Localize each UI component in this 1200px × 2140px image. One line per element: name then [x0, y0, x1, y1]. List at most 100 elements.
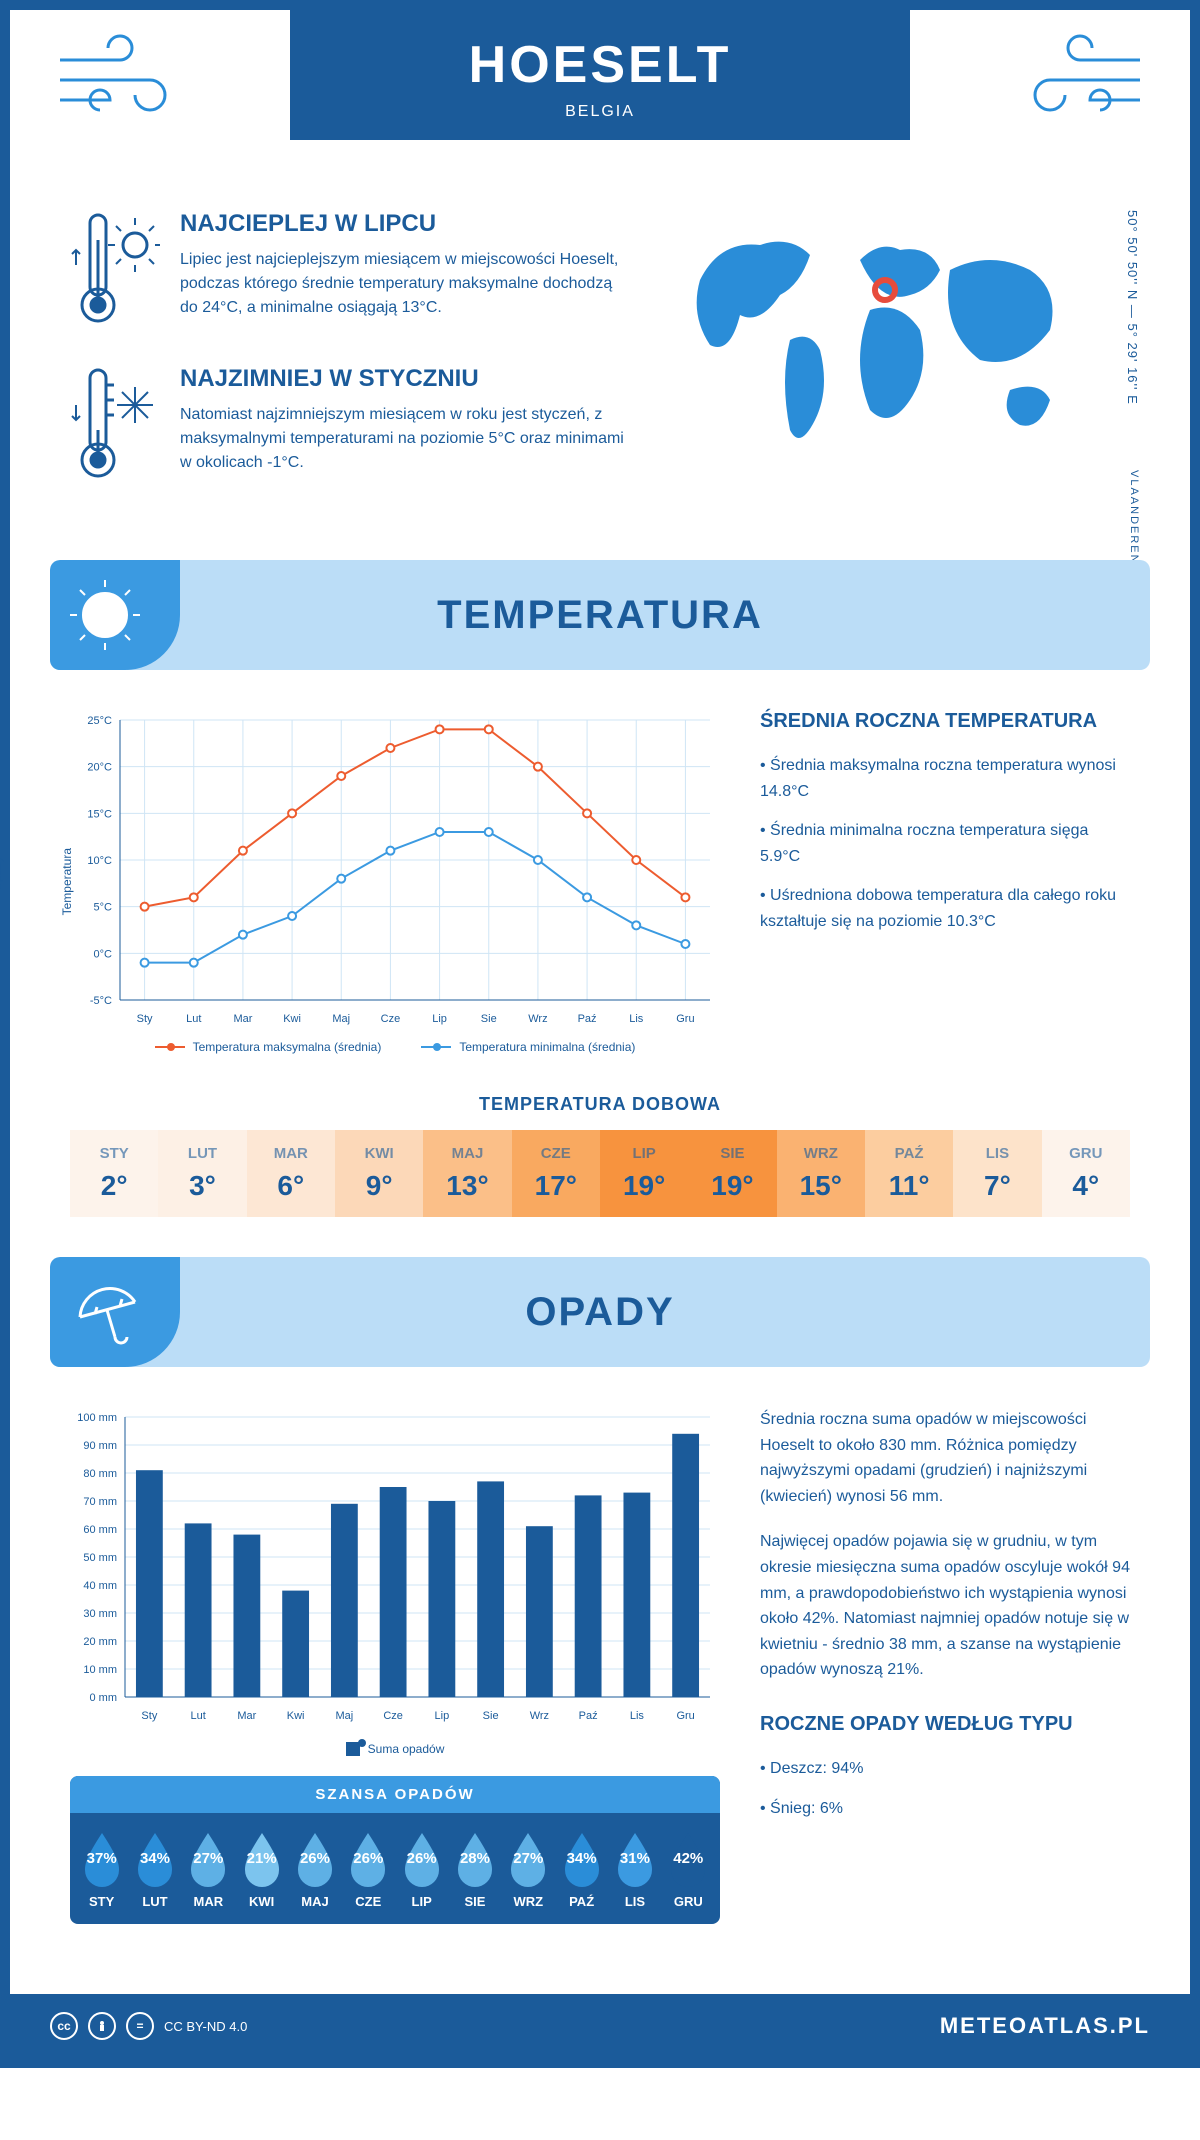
- svg-text:Sie: Sie: [481, 1013, 497, 1025]
- szansa-month: STY: [75, 1894, 128, 1909]
- svg-text:Mar: Mar: [233, 1013, 252, 1025]
- dobowa-cell: GRU4°: [1042, 1130, 1130, 1217]
- temp-bullet: • Uśredniona dobowa temperatura dla całe…: [760, 883, 1130, 934]
- opady-header: OPADY: [50, 1257, 1150, 1367]
- coldest-text: NAJZIMNIEJ W STYCZNIU Natomiast najzimni…: [180, 365, 630, 490]
- szansa-value: 34%: [567, 1850, 597, 1867]
- dobowa-value: 13°: [423, 1170, 511, 1202]
- svg-text:Paź: Paź: [578, 1013, 597, 1025]
- drop-icon: 27%: [183, 1828, 233, 1888]
- legend-item: Temperatura maksymalna (średnia): [155, 1040, 382, 1054]
- szansa-title: SZANSA OPADÓW: [70, 1776, 720, 1813]
- dobowa-cell: PAŹ11°: [865, 1130, 953, 1217]
- szansa-cell: 26%MAJ: [288, 1828, 341, 1909]
- szansa-value: 28%: [460, 1850, 490, 1867]
- dobowa-title: TEMPERATURA DOBOWA: [70, 1094, 1130, 1115]
- temp-bullet: • Średnia minimalna roczna temperatura s…: [760, 818, 1130, 869]
- szansa-month: GRU: [662, 1894, 715, 1909]
- dobowa-month: CZE: [512, 1145, 600, 1162]
- svg-text:70 mm: 70 mm: [83, 1496, 117, 1508]
- svg-text:10°C: 10°C: [87, 855, 112, 867]
- opady-ylabel: Opady: [0, 856, 4, 891]
- temperatura-title: TEMPERATURA: [437, 593, 763, 638]
- drop-icon: 26%: [343, 1828, 393, 1888]
- by-icon: [88, 2012, 116, 2040]
- svg-text:50 mm: 50 mm: [83, 1552, 117, 1564]
- license-text: CC BY-ND 4.0: [164, 2019, 247, 2034]
- szansa-value: 26%: [407, 1850, 437, 1867]
- szansa-value: 27%: [513, 1850, 543, 1867]
- szansa-row: 37%STY34%LUT27%MAR21%KWI26%MAJ26%CZE26%L…: [70, 1813, 720, 1924]
- umbrella-badge-icon: [50, 1257, 180, 1367]
- svg-text:Lis: Lis: [629, 1013, 644, 1025]
- szansa-month: LIP: [395, 1894, 448, 1909]
- intro-left: NAJCIEPLEJ W LIPCU Lipiec jest najcieple…: [70, 210, 630, 520]
- dobowa-value: 6°: [247, 1170, 335, 1202]
- svg-text:Lut: Lut: [186, 1013, 201, 1025]
- szansa-value: 42%: [673, 1850, 703, 1867]
- svg-text:90 mm: 90 mm: [83, 1440, 117, 1452]
- drop-icon: 34%: [130, 1828, 180, 1888]
- dobowa-cell: LIP19°: [600, 1130, 688, 1217]
- svg-text:40 mm: 40 mm: [83, 1580, 117, 1592]
- thermometer-cold-icon: [70, 365, 160, 490]
- temperatura-chart: Temperatura -5°C0°C5°C10°C15°C20°C25°CSt…: [70, 710, 720, 1054]
- szansa-cell: 21%KWI: [235, 1828, 288, 1909]
- opady-typ-title: ROCZNE OPADY WEDŁUG TYPU: [760, 1713, 1130, 1736]
- dobowa-value: 9°: [335, 1170, 423, 1202]
- coordinates: 50° 50' 50'' N — 5° 29' 16'' E: [1125, 210, 1140, 405]
- svg-text:0 mm: 0 mm: [90, 1692, 118, 1704]
- typ-bullet: • Deszcz: 94%: [760, 1756, 1130, 1782]
- svg-text:60 mm: 60 mm: [83, 1524, 117, 1536]
- dobowa-month: LIS: [953, 1145, 1041, 1162]
- world-map-icon: [670, 210, 1090, 470]
- szansa-month: SIE: [448, 1894, 501, 1909]
- opady-paragraph: Średnia roczna suma opadów w miejscowośc…: [760, 1407, 1130, 1509]
- country-subtitle: BELGIA: [290, 103, 910, 121]
- dobowa-month: LIP: [600, 1145, 688, 1162]
- svg-text:Lip: Lip: [432, 1013, 447, 1025]
- drop-icon: 31%: [610, 1828, 660, 1888]
- dobowa-value: 15°: [777, 1170, 865, 1202]
- coldest-desc: Natomiast najzimniejszym miesiącem w rok…: [180, 403, 630, 475]
- svg-text:Kwi: Kwi: [283, 1013, 301, 1025]
- szansa-month: LUT: [128, 1894, 181, 1909]
- drop-icon: 34%: [557, 1828, 607, 1888]
- svg-text:Maj: Maj: [332, 1013, 350, 1025]
- szansa-cell: 34% LUT: [128, 1828, 181, 1909]
- dobowa-cell: LUT3°: [158, 1130, 246, 1217]
- svg-text:Cze: Cze: [381, 1013, 401, 1025]
- szansa-cell: 31%LIS: [608, 1828, 661, 1909]
- city-title: HOESELT: [290, 35, 910, 95]
- legend-item: Temperatura minimalna (średnia): [421, 1040, 635, 1054]
- sun-badge-icon: [50, 560, 180, 670]
- svg-text:-5°C: -5°C: [90, 995, 112, 1007]
- header: HOESELT BELGIA: [10, 10, 1190, 190]
- svg-text:100 mm: 100 mm: [77, 1412, 117, 1424]
- szansa-cell: 42% GRU: [662, 1828, 715, 1909]
- region-label: VLAANDEREN: [1128, 470, 1140, 565]
- szansa-value: 21%: [247, 1850, 277, 1867]
- szansa-block: SZANSA OPADÓW 37%STY34%LUT27%MAR21%KWI26…: [70, 1776, 720, 1924]
- dobowa-value: 17°: [512, 1170, 600, 1202]
- coldest-title: NAJZIMNIEJ W STYCZNIU: [180, 365, 630, 393]
- opady-chart: Opady 0 mm10 mm20 mm30 mm40 mm50 mm60 mm…: [70, 1407, 720, 1924]
- svg-text:20 mm: 20 mm: [83, 1636, 117, 1648]
- svg-text:Wrz: Wrz: [530, 1710, 549, 1722]
- drop-icon: 37%: [77, 1828, 127, 1888]
- site-name: METEOATLAS.PL: [940, 2013, 1150, 2039]
- temp-bullet: • Średnia maksymalna roczna temperatura …: [760, 753, 1130, 804]
- szansa-cell: 34%PAŹ: [555, 1828, 608, 1909]
- szansa-cell: 26%CZE: [342, 1828, 395, 1909]
- dobowa-month: MAR: [247, 1145, 335, 1162]
- szansa-value: 27%: [193, 1850, 223, 1867]
- typ-bullet: • Śnieg: 6%: [760, 1796, 1130, 1822]
- wind-icon: [50, 30, 180, 135]
- svg-text:Cze: Cze: [383, 1710, 403, 1722]
- temp-ylabel: Temperatura: [60, 848, 74, 915]
- svg-text:Gru: Gru: [676, 1013, 694, 1025]
- szansa-month: MAJ: [288, 1894, 341, 1909]
- temp-side-title: ŚREDNIA ROCZNA TEMPERATURA: [760, 710, 1130, 733]
- dobowa-month: SIE: [688, 1145, 776, 1162]
- dobowa-value: 7°: [953, 1170, 1041, 1202]
